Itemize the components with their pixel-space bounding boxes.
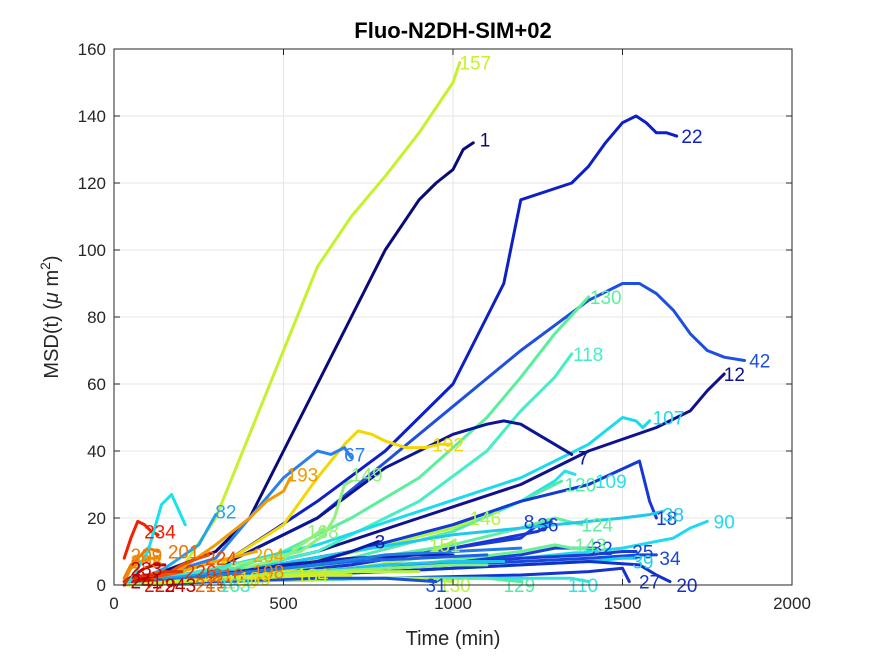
series-group: [122, 60, 746, 587]
series-label: 234: [144, 522, 176, 543]
x-axis-label: Time (min): [406, 628, 501, 650]
series-label: 130: [590, 288, 622, 309]
series-label: 151: [429, 536, 461, 557]
y-tick-label: 40: [87, 442, 106, 461]
x-tick-label: 500: [269, 594, 297, 613]
series-label: 90: [714, 512, 735, 533]
series-line-22: [126, 114, 679, 587]
series-label: 32: [592, 539, 613, 560]
series-label: 27: [639, 573, 660, 594]
series-label: 193: [287, 465, 319, 486]
x-tick-label: 1000: [434, 594, 472, 613]
series-label: 216: [212, 566, 244, 587]
series-label: 229: [144, 576, 176, 597]
y-axis-label-base: MSD(t) (: [41, 303, 63, 379]
series-label: 20: [676, 576, 697, 597]
series-label: 233: [131, 559, 163, 580]
series-label: 7: [578, 449, 589, 470]
series-label: 22: [681, 127, 702, 148]
series-label: 3: [375, 532, 386, 553]
y-tick-label: 80: [87, 308, 106, 327]
series-line-174: [126, 493, 187, 587]
series-label: 192: [432, 435, 464, 456]
series-label: 31: [425, 576, 446, 597]
series-label: 163: [219, 576, 251, 597]
y-axis-label-sup: 2: [37, 262, 53, 270]
series-label: 157: [459, 53, 491, 74]
series-label: 224: [205, 549, 237, 570]
y-tick-label: 160: [78, 40, 106, 59]
series-line-75: [126, 546, 523, 587]
series-label: 146: [470, 509, 502, 530]
x-tick-label: 1500: [604, 594, 642, 613]
series-label: 204: [253, 546, 285, 567]
series-label: 34: [659, 549, 681, 570]
series-label: 107: [653, 409, 685, 430]
series-line-67: [126, 446, 353, 587]
series-label: 124: [581, 516, 613, 537]
series-label: 149: [351, 465, 383, 486]
series-label: 18: [656, 509, 677, 530]
series-label: 36: [537, 516, 558, 537]
series-label: 168: [307, 522, 339, 543]
y-tick-label: 140: [78, 107, 106, 126]
series-label: 160: [225, 573, 257, 594]
series-label: 118: [573, 345, 603, 366]
series-line-178: [126, 573, 353, 587]
y-axis-label-unit: m: [41, 270, 63, 292]
series-label: 130: [439, 576, 471, 597]
series-label: 241: [131, 573, 163, 594]
x-tick-label: 2000: [773, 594, 811, 613]
series-label: 82: [215, 502, 236, 523]
y-axis-label: MSD(t) (μ m2): [37, 255, 63, 378]
series-label: 208: [131, 553, 163, 574]
series-label: 67: [344, 445, 365, 466]
series-label: 110: [568, 576, 598, 597]
series-label: 184: [297, 566, 329, 587]
y-tick-label: 60: [87, 375, 106, 394]
series-label: 109: [595, 472, 627, 493]
series-label: 201: [168, 543, 200, 564]
series-label: 226: [185, 563, 217, 584]
series-label: 39: [632, 553, 653, 574]
series-label: 12: [724, 365, 745, 386]
y-tick-label: 100: [78, 241, 106, 260]
series-line-107: [126, 416, 652, 587]
series-label: 8: [524, 512, 535, 533]
series-label: 198: [253, 563, 285, 584]
series-label: 143: [575, 536, 607, 557]
y-tick-label: 20: [87, 509, 106, 528]
series-line-192: [126, 429, 452, 587]
y-tick-label: 120: [78, 174, 106, 193]
series-label: 42: [749, 352, 770, 373]
x-tick-label: 0: [109, 594, 118, 613]
series-label: 38: [663, 506, 684, 527]
y-axis-label-close: ): [41, 255, 63, 262]
y-tick-label: 0: [97, 576, 106, 595]
series-label: 120: [564, 476, 596, 497]
series-label: 243: [164, 576, 196, 597]
series-line-209: [122, 546, 160, 580]
series-label: 25: [632, 543, 653, 564]
series-label: 1: [480, 130, 491, 151]
y-axis-label-mu: μ: [41, 292, 63, 304]
series-label: 211: [205, 573, 235, 594]
series-label: 209: [131, 546, 163, 567]
series-label: 215: [195, 576, 227, 597]
series-line-193: [126, 476, 292, 587]
series-line-7: [126, 419, 574, 587]
series-label: 129: [503, 576, 535, 597]
chart-title: Fluo-N2DH-SIM+02: [354, 18, 551, 43]
